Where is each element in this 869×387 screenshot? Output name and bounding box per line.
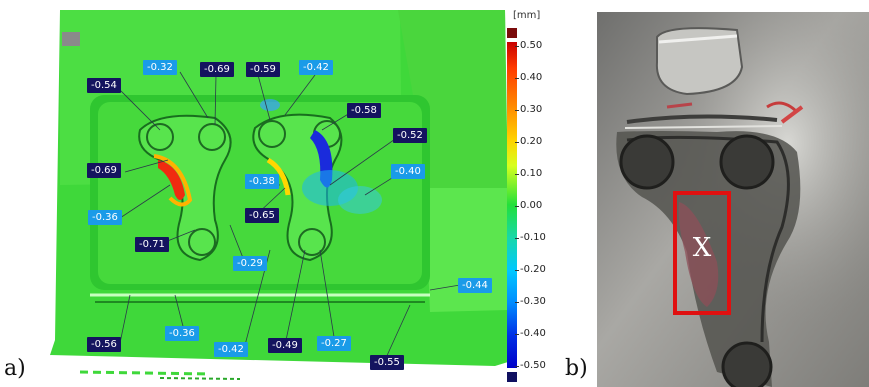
panel-label-a: a) — [4, 356, 26, 381]
scale-tick-label: 0.20 — [514, 136, 543, 147]
deviation-label: -0.54 — [87, 78, 121, 93]
scale-unit-label: [mm] — [513, 10, 541, 21]
deviation-label: -0.69 — [200, 62, 234, 77]
scale-overflow-low — [507, 372, 517, 382]
scale-gradient-bar — [507, 42, 517, 368]
scale-tick-label: 0.30 — [514, 104, 543, 115]
deviation-label: -0.38 — [245, 174, 279, 189]
deviation-label: -0.58 — [347, 103, 381, 118]
scale-tick-label: 0.40 — [514, 72, 543, 83]
deviation-label: -0.36 — [165, 326, 199, 341]
scale-tick-label: -0.40 — [515, 328, 546, 339]
deviation-label: -0.42 — [299, 60, 333, 75]
deviation-label: -0.71 — [135, 237, 169, 252]
deviation-label: -0.69 — [87, 163, 121, 178]
deviation-label: -0.42 — [214, 342, 248, 357]
scale-tick-label: 0.10 — [514, 168, 543, 179]
deviation-label: -0.56 — [87, 337, 121, 352]
deviation-label: -0.59 — [246, 62, 280, 77]
panel-label-b: b) — [565, 356, 588, 381]
deviation-label: -0.27 — [317, 336, 351, 351]
deviation-label: -0.55 — [370, 355, 404, 370]
scale-tick-label: 0.00 — [514, 200, 543, 211]
scale-tick-label: -0.10 — [515, 232, 546, 243]
deviation-scan-image — [50, 10, 508, 383]
deviation-label: -0.36 — [88, 210, 122, 225]
deviation-label: -0.65 — [245, 208, 279, 223]
scale-overflow-high — [507, 28, 517, 38]
deviation-label: -0.29 — [233, 256, 267, 271]
scale-tick-label: -0.20 — [515, 264, 546, 275]
deviation-label: -0.32 — [143, 60, 177, 75]
worn-part-photo — [597, 12, 869, 387]
scale-tick-label: 0.50 — [514, 40, 543, 51]
scale-tick-label: -0.50 — [515, 360, 546, 371]
deviation-label: -0.49 — [268, 338, 302, 353]
color-scale: [mm] 0.50 0.40 0.30 0.20 0.10 0.00 -0.10… — [505, 10, 565, 382]
deviation-label: -0.52 — [393, 128, 427, 143]
deviation-label: -0.40 — [391, 164, 425, 179]
deviation-label: -0.44 — [458, 278, 492, 293]
highlight-box — [673, 191, 731, 315]
marker-label: X — [692, 233, 712, 263]
scale-tick-label: -0.30 — [515, 296, 546, 307]
